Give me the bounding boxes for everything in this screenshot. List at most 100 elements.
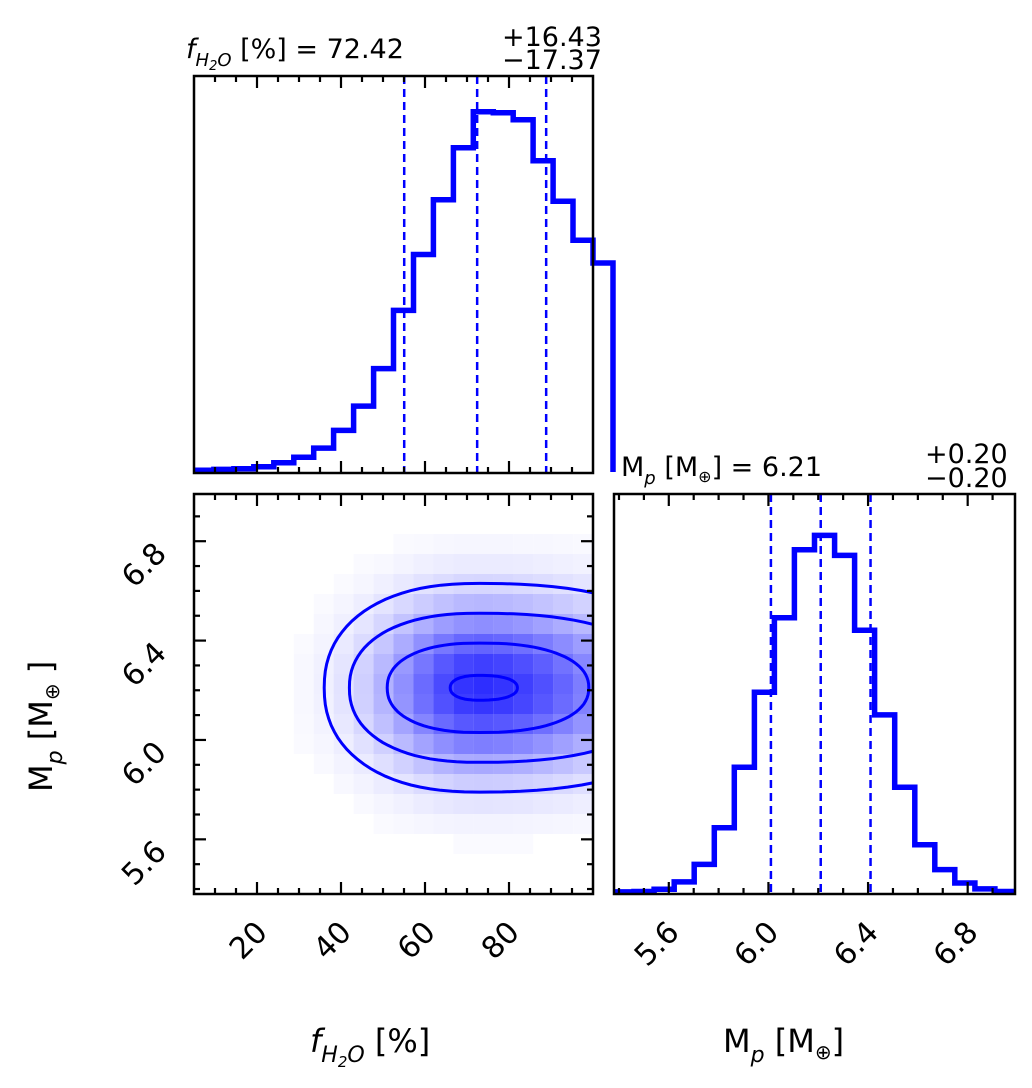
- heatmap-cell: [374, 814, 394, 834]
- heatmap-cell: [473, 674, 494, 694]
- heatmap-cell: [533, 574, 554, 594]
- heatmap-cell: [553, 634, 574, 654]
- title-fh2o-upper: +16.43: [502, 22, 602, 53]
- ytick-label-mp: 6.8: [115, 536, 173, 594]
- heatmap-cell: [373, 634, 394, 654]
- heatmap-cell: [294, 714, 314, 734]
- heatmap-cell: [333, 754, 354, 774]
- heatmap-cell: [354, 554, 374, 574]
- heatmap-cell: [413, 794, 434, 814]
- heatmap-cell: [493, 654, 514, 674]
- heatmap-cell: [353, 694, 374, 714]
- heatmap-cell: [433, 554, 454, 574]
- heatmap-cell: [314, 594, 334, 614]
- heatmap-cell: [513, 774, 534, 794]
- heatmap-cell: [533, 794, 554, 814]
- heatmap-cell: [493, 794, 514, 814]
- heatmap-cell: [433, 534, 453, 554]
- heatmap-cell: [493, 774, 514, 794]
- heatmap-cell: [533, 754, 554, 774]
- heatmap-cell: [453, 814, 474, 834]
- heatmap-cell: [533, 534, 553, 554]
- heatmap-cell: [373, 574, 394, 594]
- heatmap-cell: [513, 834, 533, 854]
- heatmap-cell: [473, 614, 494, 634]
- heatmap-cell: [573, 794, 593, 814]
- heatmap-cell: [473, 774, 494, 794]
- heatmap-cell: [553, 774, 574, 794]
- heatmap-cell: [413, 534, 433, 554]
- heatmap-cell: [433, 654, 454, 674]
- heatmap-cell: [553, 794, 574, 814]
- heatmap-cell: [453, 594, 474, 614]
- heatmap-cell: [493, 754, 514, 774]
- heatmap-cell: [513, 534, 533, 554]
- contour-third: [347, 611, 593, 764]
- heatmap-cell: [533, 554, 554, 574]
- heatmap-cell: [473, 794, 494, 814]
- heatmap-cell: [533, 814, 554, 834]
- heatmap-cell: [553, 534, 573, 554]
- heatmap-cell: [314, 754, 334, 774]
- heatmap-cell: [393, 674, 414, 694]
- heatmap-cell: [333, 694, 354, 714]
- heatmap-cell: [373, 714, 394, 734]
- heatmap-cell: [493, 614, 514, 634]
- ylabel-mp: Mp [M⊕ ]: [22, 661, 68, 792]
- heatmap-cell: [573, 714, 593, 734]
- xtick-label-fh2o: 40: [307, 915, 359, 967]
- heatmap-cells: [294, 534, 593, 854]
- heatmap-cell: [294, 654, 314, 674]
- heatmap-cell: [353, 734, 374, 754]
- heatmap-cell: [413, 814, 433, 834]
- panel-hist-mp-frame: [612, 492, 1017, 896]
- contour-second: [385, 641, 591, 735]
- heatmap-cell: [314, 734, 334, 754]
- heatmap-cell: [533, 654, 554, 674]
- heatmap-cell: [333, 614, 354, 634]
- heatmap-cell: [573, 754, 593, 774]
- ytick-label-mp: 5.6: [115, 834, 173, 892]
- heatmap-cell: [354, 574, 374, 594]
- heatmap-cell: [433, 814, 454, 834]
- heatmap-cell: [353, 654, 374, 674]
- heatmap-cell: [473, 694, 494, 714]
- heatmap-cell: [493, 834, 513, 854]
- heatmap-cell: [413, 574, 434, 594]
- heatmap-cell: [314, 614, 334, 634]
- heatmap-cell: [553, 814, 573, 834]
- heatmap-cell: [453, 554, 474, 574]
- heatmap-cell: [553, 554, 574, 574]
- heatmap-cell: [513, 734, 534, 754]
- heatmap-cell: [413, 774, 434, 794]
- heatmap-cell: [354, 794, 374, 814]
- heatmap-cell: [553, 714, 574, 734]
- heatmap-cell: [374, 794, 394, 814]
- heatmap-cell: [533, 614, 554, 634]
- hist-mp-step: [614, 532, 1015, 895]
- heatmap-cell: [373, 654, 394, 674]
- panel-2d-frame: [192, 492, 595, 896]
- heatmap-cell: [413, 654, 434, 674]
- heatmap-cell: [553, 674, 574, 694]
- heatmap-cell: [294, 634, 314, 654]
- hist-mp: [614, 494, 1015, 895]
- heatmap-cell: [573, 534, 593, 554]
- hist-fh2o: [194, 76, 616, 473]
- title-mp: Mp [M⊕] = 6.21: [621, 452, 822, 489]
- heatmap-cell: [453, 714, 474, 734]
- heatmap-cell: [493, 714, 514, 734]
- heatmap-cell: [473, 834, 493, 854]
- heatmap-cell: [533, 674, 554, 694]
- ytick-label-mp: 6.4: [115, 635, 173, 693]
- heatmap-cell: [553, 694, 574, 714]
- heatmap-cell: [393, 694, 414, 714]
- heatmap-cell: [513, 594, 534, 614]
- heatmap-cell: [493, 534, 513, 554]
- heatmap-cell: [473, 714, 494, 734]
- heatmap-cell: [413, 714, 434, 734]
- heatmap-cell: [453, 834, 473, 854]
- heatmap-cell: [473, 754, 494, 774]
- xtick-label-fh2o: 80: [475, 915, 527, 967]
- heatmap-cell: [413, 594, 434, 614]
